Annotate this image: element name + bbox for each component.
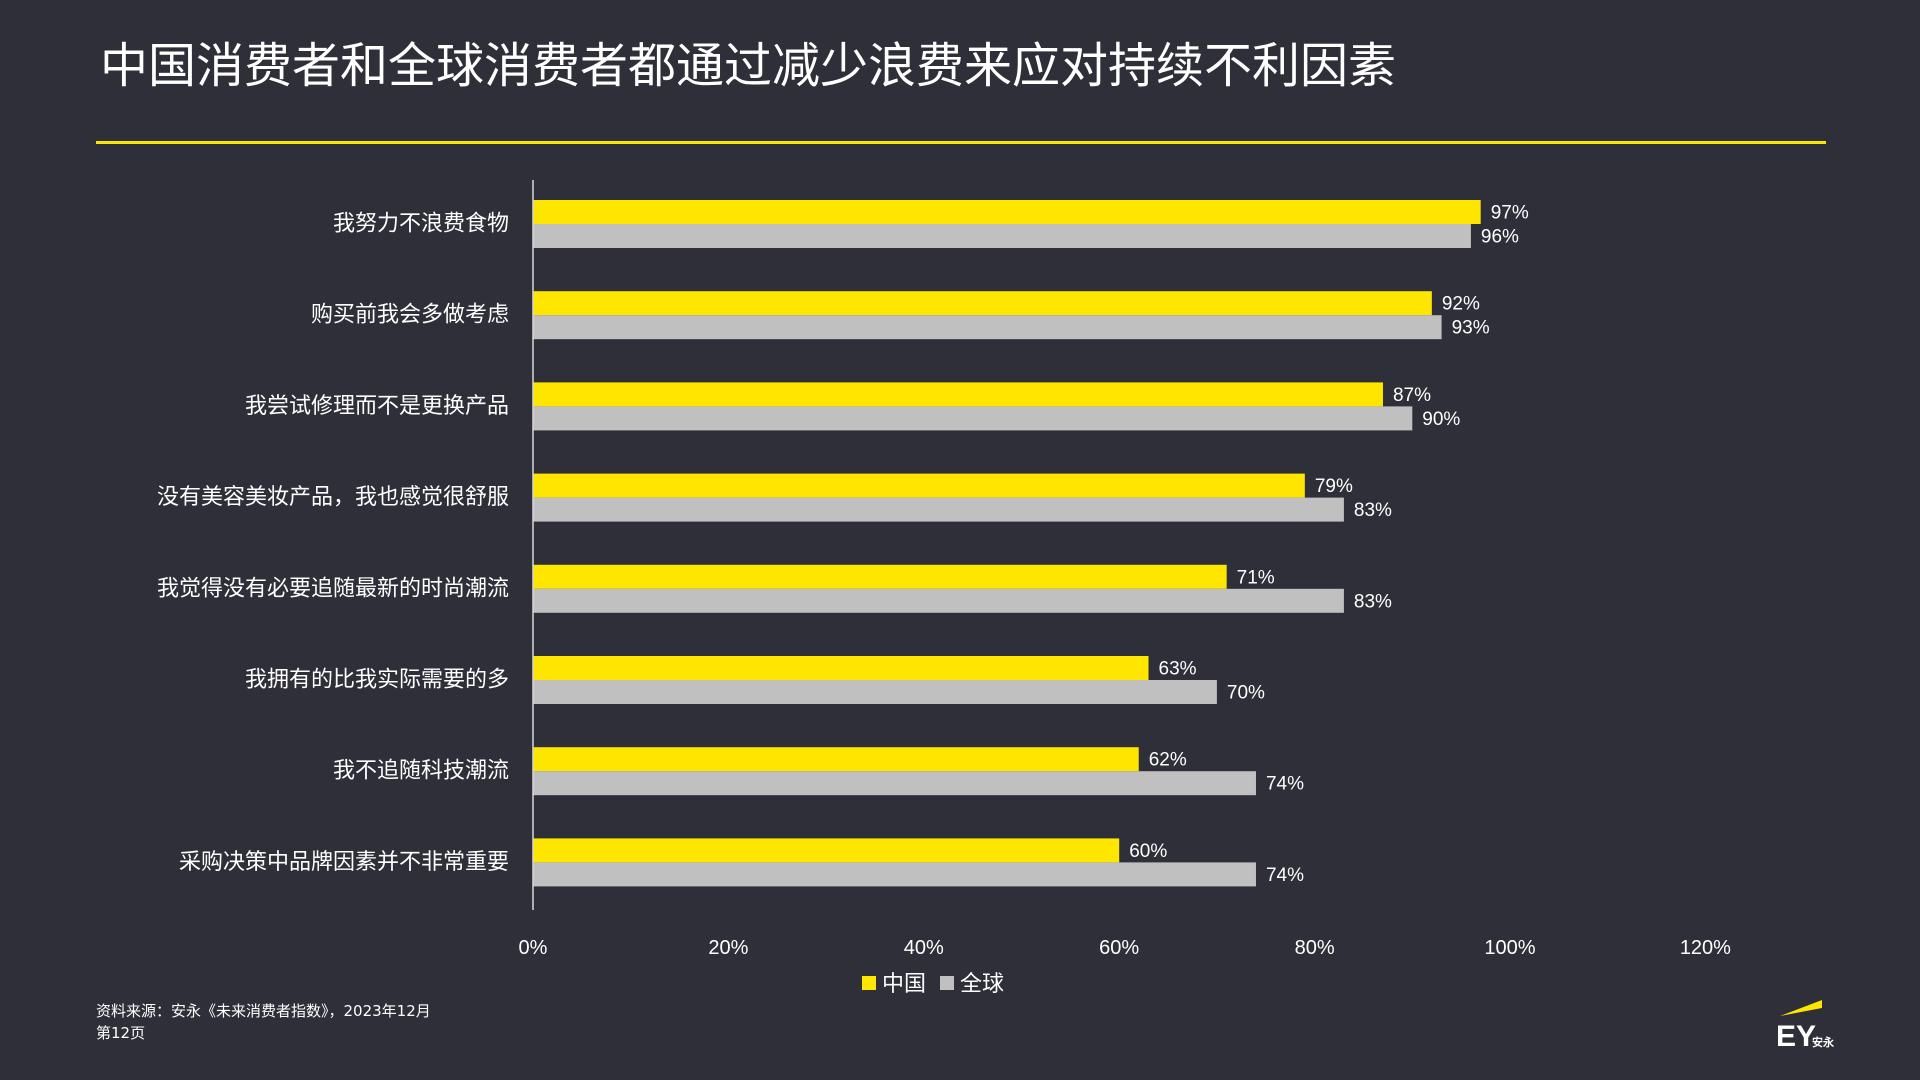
data-label-china: 97% [1491, 203, 1529, 224]
bar-global [533, 862, 1256, 887]
category-label: 我尝试修理而不是更换产品 [245, 394, 509, 419]
category-label: 购买前我会多做考虑 [311, 303, 509, 328]
bar-global [533, 406, 1413, 431]
bar-global [533, 497, 1344, 522]
ey-logo: EY 安永 [1776, 1000, 1835, 1053]
data-label-global: 96% [1481, 227, 1519, 248]
legend-item-global: 全球 [940, 970, 1004, 1000]
ey-logo-mark: EY [1776, 1020, 1816, 1053]
category-label: 没有美容美妆产品，我也感觉很舒服 [157, 485, 509, 510]
bar-global [533, 224, 1471, 248]
x-tick-label: 100% [1484, 937, 1535, 959]
x-tick-label: 80% [1295, 937, 1335, 959]
bar-china [533, 838, 1120, 863]
bar-global [533, 315, 1442, 340]
ey-logo-beam [1780, 1000, 1822, 1016]
legend-item-china: 中国 [862, 970, 926, 1000]
legend-swatch-china [862, 976, 876, 990]
page-title: 中国消费者和全球消费者都通过减少浪费来应对持续不利因素 [100, 38, 1397, 94]
bar-chart: 我努力不浪费食物 97% 96% 购买前我会多做考虑 92% 93% 我尝试修理而不是更换产… [157, 180, 1731, 959]
category-label: 我不追随科技潮流 [333, 759, 509, 784]
bar-china [533, 291, 1432, 316]
data-label-global: 83% [1354, 500, 1392, 521]
source-line: 资料来源：安永《未来消费者指数》，2023年12月 [96, 1002, 431, 1020]
x-tick-label: 120% [1680, 937, 1731, 959]
bar-china [533, 656, 1149, 680]
data-label-china: 60% [1129, 841, 1167, 862]
data-label-china: 79% [1315, 476, 1353, 497]
ey-logo-subtext: 安永 [1812, 1035, 1835, 1049]
data-label-global: 74% [1266, 865, 1304, 886]
legend-swatch-global [940, 976, 955, 990]
category-label: 采购决策中品牌因素并不非常重要 [179, 850, 509, 875]
category-label: 我觉得没有必要追随最新的时尚潮流 [157, 576, 509, 601]
legend-label-china: 中国 [882, 972, 927, 997]
data-label-global: 93% [1452, 318, 1490, 339]
x-tick-label: 40% [904, 937, 944, 959]
data-label-china: 71% [1237, 567, 1275, 588]
title-underline [96, 141, 1826, 144]
page-number: 第12页 [96, 1024, 146, 1042]
x-tick-label: 60% [1099, 937, 1139, 959]
data-label-global: 74% [1266, 774, 1304, 795]
bar-china [533, 564, 1227, 589]
bar-china [533, 473, 1305, 498]
x-tick-label: 0% [519, 937, 548, 959]
data-label-global: 70% [1227, 683, 1265, 704]
bar-global [533, 771, 1256, 796]
bar-china [533, 200, 1481, 224]
data-label-china: 63% [1159, 659, 1197, 680]
chart-legend: 中国 全球 [862, 970, 1018, 1000]
legend-label-global: 全球 [960, 972, 1005, 997]
category-label: 我拥有的比我实际需要的多 [245, 668, 509, 693]
source-note: 资料来源：安永《未来消费者指数》，2023年12月 第12页 [96, 1000, 431, 1044]
data-label-global: 83% [1354, 591, 1392, 612]
bar-china [533, 382, 1383, 407]
bar-global [533, 680, 1217, 704]
data-label-china: 87% [1393, 385, 1431, 406]
category-label: 我努力不浪费食物 [333, 212, 509, 237]
bar-global [533, 588, 1344, 613]
data-label-china: 62% [1149, 750, 1187, 771]
data-label-china: 92% [1442, 294, 1480, 315]
x-tick-label: 20% [708, 937, 748, 959]
bar-china [533, 747, 1139, 772]
data-label-global: 90% [1422, 409, 1460, 430]
